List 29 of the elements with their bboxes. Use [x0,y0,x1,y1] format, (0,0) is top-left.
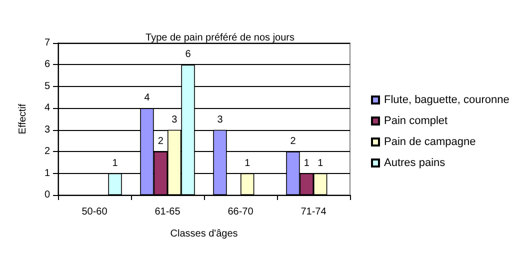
x-tick-label: 66-70 [228,206,254,218]
data-label: 1 [304,158,310,169]
data-label: 4 [144,92,150,104]
x-axis-title: Classes d'âges [170,228,238,240]
y-tick-label: 1 [44,168,50,179]
x-tick-label: 50-60 [82,206,108,218]
data-label: 3 [172,114,178,126]
x-tick-label: 61-65 [154,206,181,218]
y-tick-label: 0 [44,190,50,200]
legend-label: Pain de campagne [384,136,476,148]
y-tick-label: 7 [44,38,50,48]
data-label: 2 [158,136,164,148]
data-label: 1 [318,158,324,169]
data-label: 1 [112,158,118,169]
x-tick-label: 71-74 [300,206,327,218]
chart-title: Type de pain préféré de nos jours [146,32,294,44]
data-label: 1 [244,158,251,169]
y-tick-label: 4 [44,102,50,114]
y-tick-label: 3 [44,124,50,136]
legend-label: Autres pains [384,157,446,169]
y-tick-label: 5 [44,80,50,92]
legend-label: Pain complet [384,115,448,127]
data-label: 6 [185,49,192,60]
data-label: 2 [290,136,296,148]
y-tick-label: 6 [44,59,50,70]
y-axis-title: Effectif [18,104,28,134]
data-label: 3 [217,114,224,126]
y-tick-label: 2 [44,146,50,158]
legend-label: Flute, baguette, couronne [384,94,510,106]
